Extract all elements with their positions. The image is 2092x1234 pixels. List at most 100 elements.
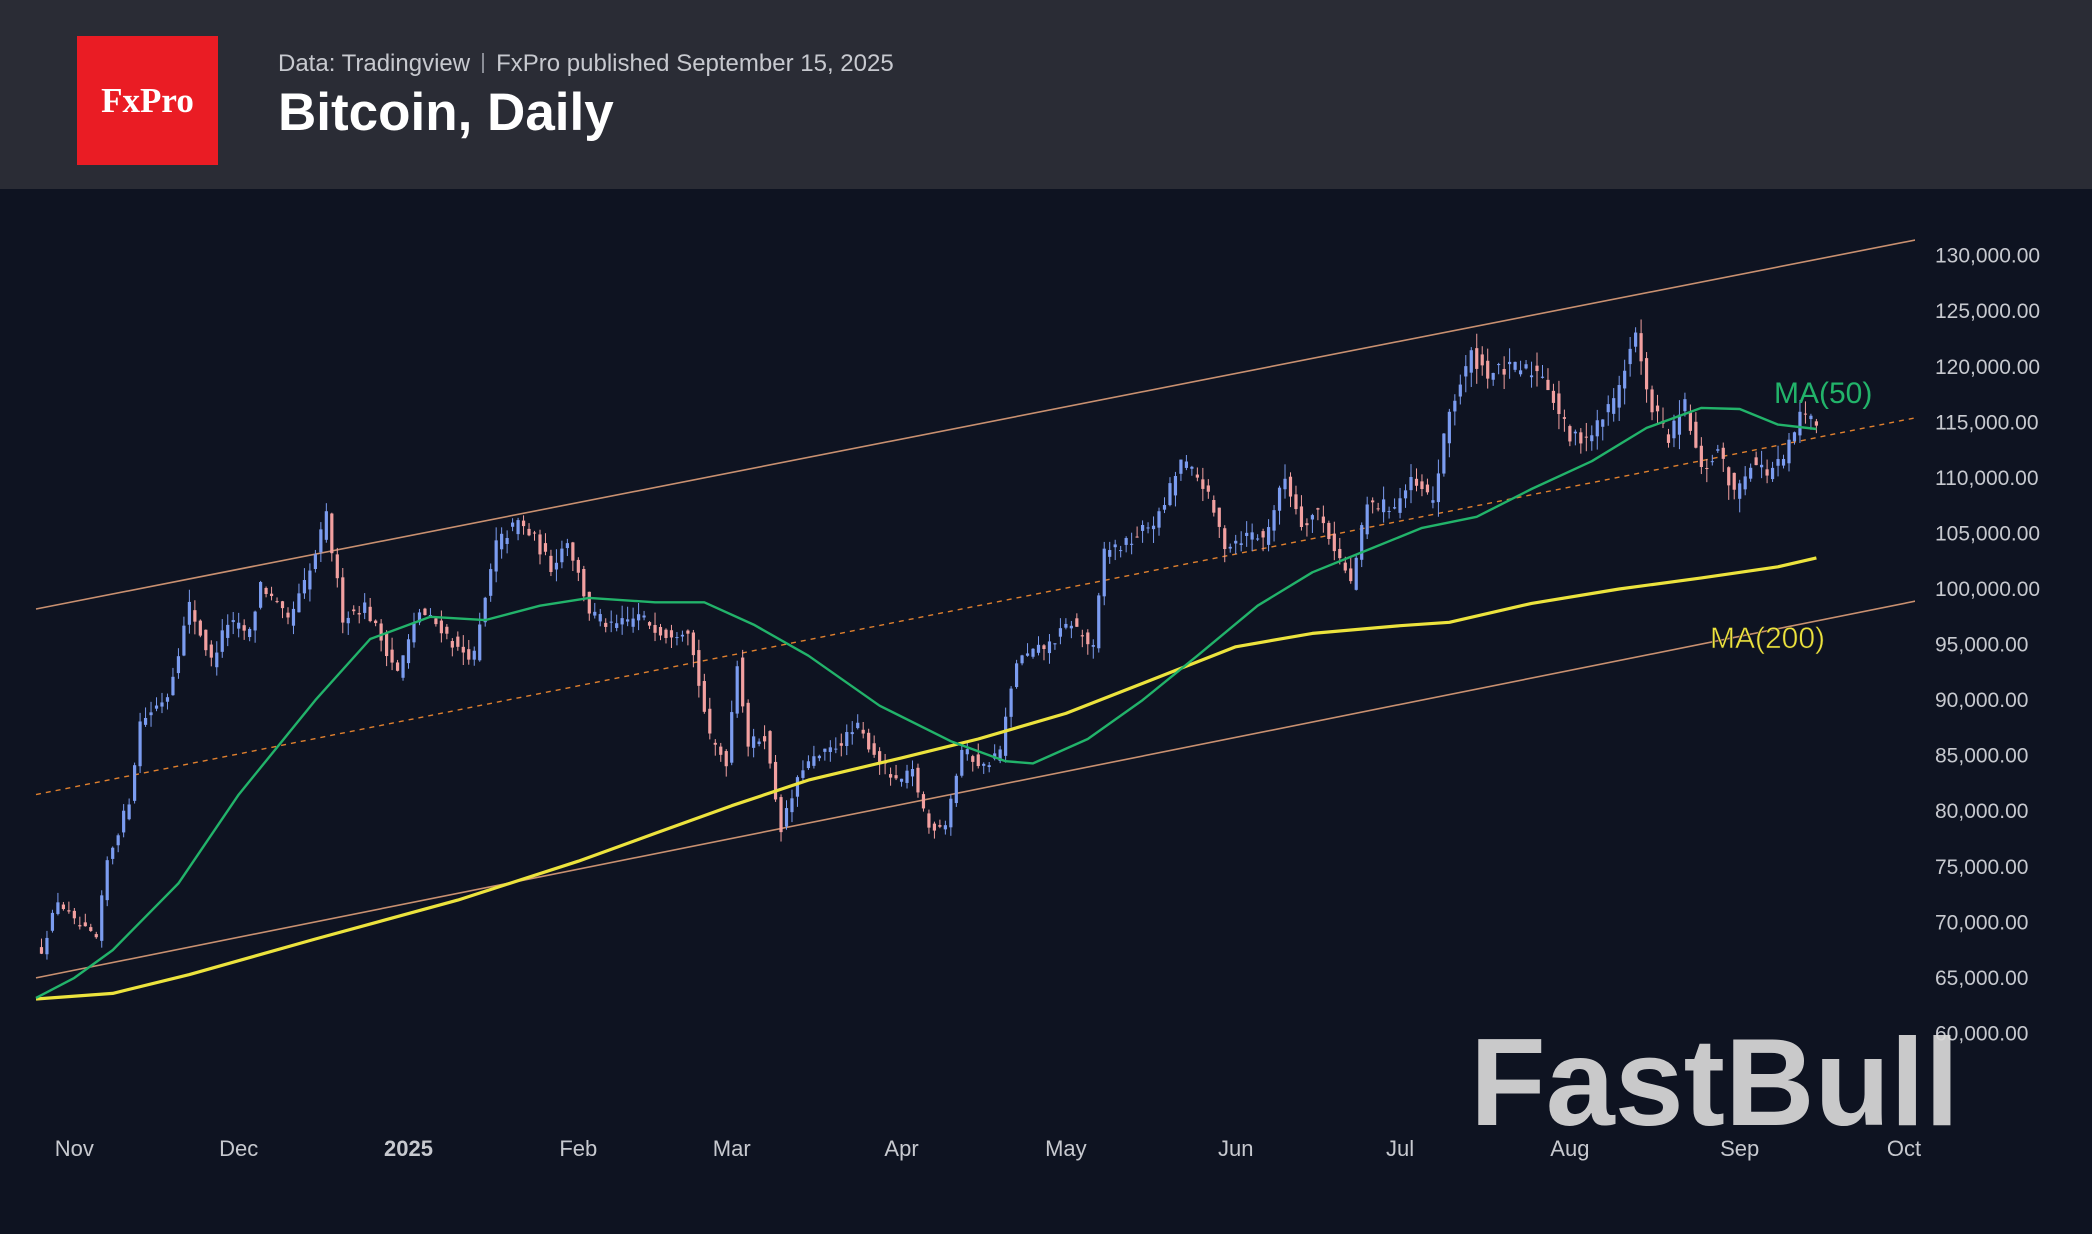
y-tick-label: 75,000.00 <box>1935 856 2028 879</box>
candle-body <box>500 533 504 550</box>
candle-body <box>845 732 849 747</box>
candle-body <box>346 617 350 624</box>
candle-body <box>467 649 471 660</box>
candle-body <box>1453 400 1457 412</box>
candle-body <box>1699 445 1703 468</box>
y-tick-label: 80,000.00 <box>1935 800 2028 823</box>
candle-body <box>1688 412 1692 431</box>
candle-body <box>1803 413 1808 415</box>
candle-body <box>242 625 246 631</box>
candle-body <box>587 591 591 614</box>
candle-body <box>532 532 537 534</box>
candle-body <box>888 774 893 778</box>
candle-body <box>1612 398 1616 414</box>
candle-body <box>604 622 608 627</box>
candle-body <box>171 676 175 696</box>
candle-body <box>965 749 969 755</box>
candle-body <box>50 912 55 931</box>
candle-body <box>182 625 186 656</box>
y-axis: 130,000.00 125,000.00 120,000.00 115,000.00… <box>1935 245 2040 1046</box>
candle-body <box>1025 653 1030 656</box>
candle-body <box>1628 348 1632 365</box>
candle-body <box>839 743 843 746</box>
candle-body <box>1277 487 1282 511</box>
candle-body <box>1677 414 1682 435</box>
candle-body <box>138 721 142 767</box>
candle-body <box>1321 516 1325 524</box>
candle-body <box>1584 436 1588 438</box>
candle-body <box>352 609 356 612</box>
candle-body <box>916 767 920 793</box>
candle-body <box>1179 459 1183 474</box>
candle-body <box>395 662 400 671</box>
candle-body <box>1672 420 1676 439</box>
y-tick-label: 85,000.00 <box>1935 745 2028 768</box>
candle-body <box>1316 508 1320 510</box>
candle-body <box>439 620 443 634</box>
x-tick-label: Oct <box>1887 1136 1921 1161</box>
candle-body <box>489 569 493 596</box>
candle-body <box>998 749 1002 761</box>
candle-body <box>111 847 115 859</box>
y-tick-label: 95,000.00 <box>1935 634 2028 657</box>
candle-body <box>626 619 630 622</box>
candle-body <box>861 729 865 734</box>
moving-averages <box>35 406 1817 1001</box>
candle-body <box>1655 405 1660 412</box>
candle-body <box>456 636 460 647</box>
candle-body <box>72 910 76 919</box>
candle-body <box>1781 458 1786 466</box>
candle-body <box>78 925 82 927</box>
candle-body <box>1124 538 1128 545</box>
candle-body <box>642 615 646 618</box>
candle-body <box>461 646 465 653</box>
candle-body <box>1809 415 1813 420</box>
candle-body <box>554 562 559 570</box>
candle-body <box>1683 399 1687 412</box>
candle-body <box>521 520 526 527</box>
candle-body <box>1245 532 1249 536</box>
candle-body <box>335 554 339 579</box>
header-bar: FxPro Data: Tradingview FxPro published S… <box>0 0 2092 189</box>
candle-body <box>56 902 60 914</box>
candle-body <box>1727 467 1731 486</box>
y-tick-label: 130,000.00 <box>1935 245 2040 268</box>
candle-body <box>1135 536 1139 538</box>
candles <box>39 319 1818 960</box>
candle-body <box>1792 432 1797 442</box>
y-tick-label: 105,000.00 <box>1935 522 2040 545</box>
candle-body <box>237 622 241 629</box>
candle-body <box>1464 366 1468 377</box>
candle-body <box>406 639 411 664</box>
candle-body <box>67 910 71 912</box>
candle-body <box>133 765 137 801</box>
candle-body <box>1639 333 1643 362</box>
candle-body <box>615 623 619 628</box>
candle-body <box>1234 540 1238 544</box>
candle-body <box>971 756 975 762</box>
candle-body <box>527 528 531 536</box>
candle-body <box>259 582 263 608</box>
candle-body <box>1798 411 1802 436</box>
candle-body <box>193 610 197 622</box>
y-tick-label: 70,000.00 <box>1935 911 2028 934</box>
candle-body <box>1760 464 1764 468</box>
candle-body <box>932 823 937 831</box>
candle-body <box>187 601 191 625</box>
y-tick-label: 60,000.00 <box>1935 1022 2028 1045</box>
x-axis: Nov Dec 2025 Feb Mar Apr May Jun Jul Aug Sep Oct <box>55 1136 1921 1161</box>
published-date: FxPro published September 15, 2025 <box>496 50 894 77</box>
candle-body <box>1047 641 1052 654</box>
candle-body <box>927 813 931 828</box>
candle-body <box>669 630 674 638</box>
candle-body <box>264 587 268 594</box>
data-source: Data: Tradingview <box>278 50 471 77</box>
candle-body <box>1288 476 1293 497</box>
candle-body <box>1042 645 1046 649</box>
candle-body <box>697 650 701 686</box>
candle-body <box>483 597 487 623</box>
candle-body <box>1508 361 1512 365</box>
candle-body <box>450 641 454 648</box>
candle-body <box>1579 432 1583 444</box>
fastbull-watermark: FastBull <box>1470 1014 1959 1152</box>
